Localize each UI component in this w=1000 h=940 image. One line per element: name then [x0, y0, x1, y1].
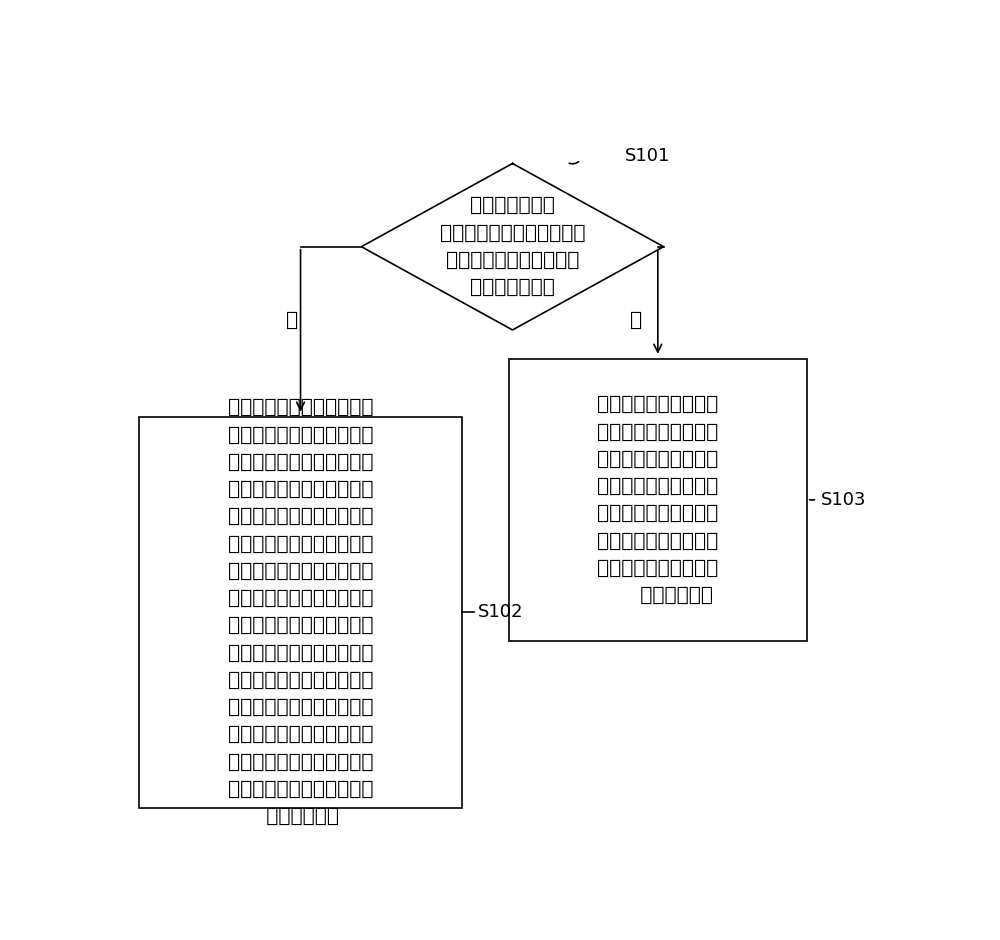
Text: 根据自身保存的
当前管理节点的标识信息，
判断自身是否为所述集群
系统的管理节点: 根据自身保存的 当前管理节点的标识信息， 判断自身是否为所述集群 系统的管理节点 — [440, 196, 585, 297]
Bar — [509, 359, 807, 641]
Text: 根据在所述集群系统中预先
构建的集群子系统的地址信
息，查询所述集群子系统中
存储的任务表，其中，所述
集群子系统包括至少两个节
点，各节点中均保存有所述
任务: 根据在所述集群系统中预先 构建的集群子系统的地址信 息，查询所述集群子系统中 存… — [228, 399, 373, 826]
Text: S102: S102 — [478, 603, 523, 621]
Text: 根据所述集群子系统的
地址信息，查询所述任
务表，并识别所述任务
表中状态信息为待处理
状态，且执行节点标识
信息为自身标识信息的
目标任务，对所述目标
   : 根据所述集群子系统的 地址信息，查询所述任 务表，并识别所述任务 表中状态信息为… — [597, 395, 718, 605]
Text: S103: S103 — [821, 491, 866, 509]
Text: S101: S101 — [625, 148, 670, 165]
Text: 是: 是 — [286, 311, 298, 330]
Text: 否: 否 — [630, 311, 643, 330]
Bar — [139, 416, 462, 807]
